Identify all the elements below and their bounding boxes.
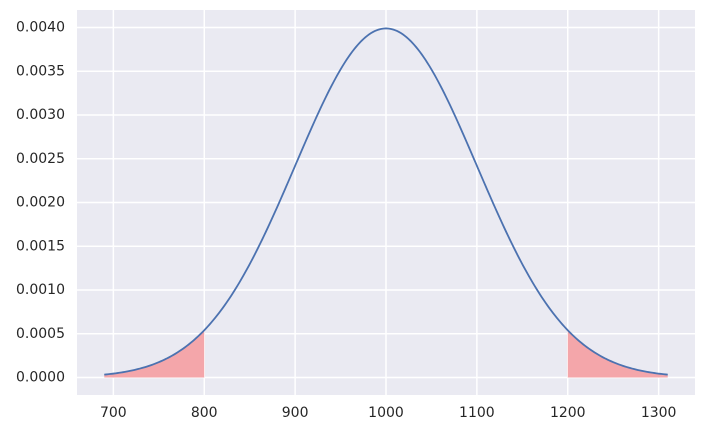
shaded-regions xyxy=(104,330,668,378)
x-tick-label: 800 xyxy=(191,405,218,421)
y-tick-label: 0.0000 xyxy=(16,370,65,386)
density-curve xyxy=(104,27,668,376)
x-tick-label: 700 xyxy=(100,405,127,421)
y-tick-label: 0.0020 xyxy=(16,195,65,211)
y-tick-label: 0.0040 xyxy=(16,20,65,36)
y-tick-label: 0.0005 xyxy=(16,326,65,342)
y-tick-label: 0.0010 xyxy=(16,282,65,298)
y-tick-label: 0.0025 xyxy=(16,151,65,167)
x-tick-label: 1300 xyxy=(641,405,677,421)
x-tick-label: 1200 xyxy=(550,405,586,421)
x-tick-label: 1100 xyxy=(459,405,495,421)
x-tick-labels: 700 800 900 1000 1100 1200 1300 xyxy=(100,405,676,421)
right-tail-shade xyxy=(567,330,668,378)
y-tick-label: 0.0030 xyxy=(16,107,65,123)
y-tick-label: 0.0015 xyxy=(16,238,65,254)
y-tick-labels: 0.0000 0.0005 0.0010 0.0015 0.0020 0.0025 0.00… xyxy=(16,20,65,386)
y-tick-label: 0.0035 xyxy=(16,63,65,79)
x-tick-label: 1000 xyxy=(368,405,404,421)
x-tick-label: 900 xyxy=(282,405,309,421)
left-tail-shade xyxy=(104,330,205,378)
